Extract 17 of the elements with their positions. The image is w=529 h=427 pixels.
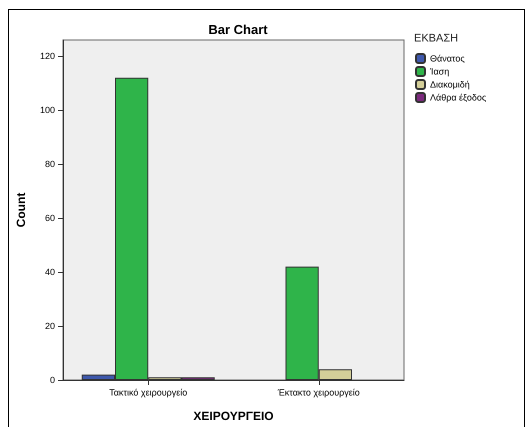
y-tick-label: 80: [44, 159, 55, 170]
y-axis-title: Count: [14, 192, 28, 228]
y-tick-label: 120: [40, 51, 55, 62]
legend-label: Θάνατος: [430, 54, 466, 64]
y-tick-label: 60: [44, 213, 55, 224]
y-tick-label: 20: [44, 321, 55, 332]
x-tick-label: Τακτικό χειρουργείο: [109, 388, 188, 398]
y-tick-label: 40: [44, 267, 55, 278]
legend-label: Ίαση: [429, 66, 450, 76]
chart-title: Bar Chart: [208, 22, 268, 37]
x-axis-title: ΧΕΙΡΟΥΡΓΕΙΟ: [193, 409, 274, 423]
y-tick-label: 100: [40, 105, 55, 116]
legend-label: Λάθρα έξοδος: [430, 92, 487, 102]
legend-title: ΕΚΒΑΣΗ: [414, 32, 458, 44]
y-tick-label: 0: [50, 375, 55, 385]
legend-label: Διακομιδή: [430, 80, 470, 90]
x-tick-label: Έκτακτο χειρουργείο: [276, 388, 360, 398]
